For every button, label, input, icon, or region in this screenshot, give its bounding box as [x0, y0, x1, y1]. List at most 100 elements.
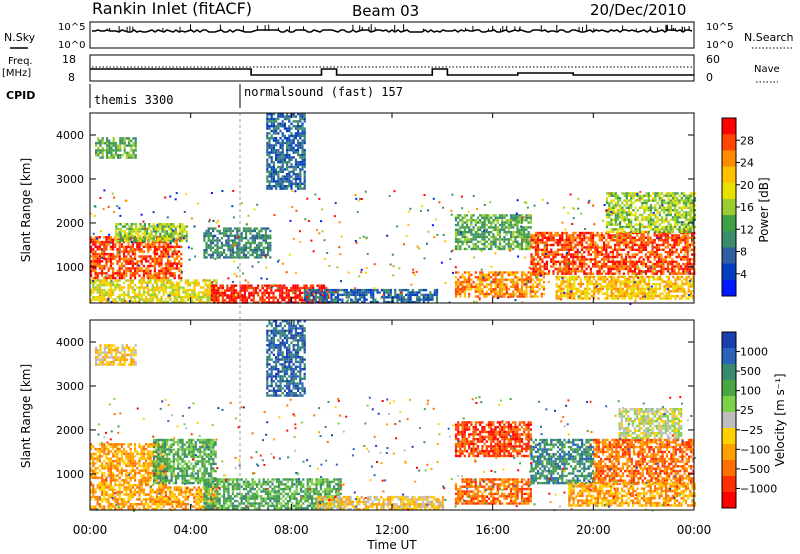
echo-cell [355, 299, 357, 301]
echo-cell [577, 256, 579, 258]
echo-cell [92, 289, 94, 291]
echo-cell [683, 283, 685, 285]
echo-cell [533, 256, 535, 258]
echo-cell [464, 214, 466, 216]
echo-cell [361, 296, 363, 298]
echo-cell [141, 294, 143, 296]
echo-cell [130, 260, 132, 262]
echo-cell [648, 278, 650, 280]
echo-cell [178, 260, 180, 262]
echo-cell [659, 288, 661, 290]
echo-cell [580, 281, 582, 283]
echo-cell [523, 281, 525, 283]
echo-cell [616, 263, 618, 265]
echo-cell [423, 296, 425, 298]
echo-cell [571, 283, 573, 285]
echo-cell [563, 256, 565, 258]
echo-cell [560, 285, 562, 287]
echo-cell [301, 156, 303, 158]
echo-cell [299, 294, 301, 296]
echo-cell [650, 223, 652, 225]
echo-cell [105, 253, 107, 255]
echo-cell [275, 151, 277, 153]
echo-cell [122, 235, 124, 237]
echo-cell [233, 292, 235, 294]
echo-cell [521, 219, 523, 221]
echo-cell [255, 292, 257, 294]
echo-cell [227, 237, 229, 239]
echo-cell [639, 221, 641, 223]
echo-cell [523, 248, 525, 250]
echo-cell [643, 258, 645, 260]
echo-cell [477, 236, 479, 238]
echo-cell [152, 246, 154, 248]
echo-cell [207, 284, 209, 286]
echo-cell [639, 197, 641, 199]
echo-cell [337, 291, 339, 293]
echo-cell [648, 195, 650, 197]
echo-cell [297, 287, 299, 289]
echo-cell [94, 277, 96, 279]
echo-cell [253, 297, 255, 299]
echo-cell [678, 253, 680, 255]
echo-cell [268, 151, 270, 153]
echo-cell [436, 299, 438, 301]
echo-cell [158, 270, 160, 272]
echo-cell [510, 245, 512, 247]
echo-cell [580, 283, 582, 285]
echo-cell [299, 289, 301, 291]
echo-cell [680, 251, 682, 253]
echo-cell [94, 298, 96, 300]
echo-cell [243, 247, 245, 249]
echo-cell [568, 237, 570, 239]
echo-cell [562, 288, 564, 290]
echo-cell [503, 286, 505, 288]
echo-cell [481, 231, 483, 233]
echo-cell [477, 221, 479, 223]
echo-cell [317, 289, 319, 291]
echo-cell [182, 298, 184, 300]
echo-cell [625, 256, 627, 258]
echo-cell [592, 258, 594, 260]
echo-cell [179, 233, 181, 235]
echo-cell [368, 289, 370, 291]
echo-cell [165, 277, 167, 279]
echo-cell [579, 261, 581, 263]
echo-cell [286, 175, 288, 177]
echo-cell [196, 282, 198, 284]
echo-cell [279, 151, 281, 153]
echo-cell [680, 249, 682, 251]
echo-cell [486, 241, 488, 243]
echo-cell [179, 225, 181, 227]
echo-cell [132, 267, 134, 269]
echo-cell [131, 228, 133, 230]
echo-cell [571, 293, 573, 295]
echo-cell [288, 115, 290, 117]
echo-cell [621, 219, 623, 221]
echo-cell [163, 243, 165, 245]
echo-cell [569, 285, 571, 287]
echo-cell [470, 283, 472, 285]
echo-cell [101, 270, 103, 272]
echo-cell [614, 239, 616, 241]
echo-cell [656, 253, 658, 255]
echo-cell [170, 233, 172, 235]
echo-cell [231, 287, 233, 289]
echo-cell [290, 135, 292, 137]
echo-cell [466, 271, 468, 273]
echo-cell [622, 281, 624, 283]
echo-cell [621, 249, 623, 251]
echo-cell [266, 154, 268, 156]
echo-cell [583, 246, 585, 248]
echo-cell [242, 289, 244, 291]
echo-cell [682, 256, 684, 258]
echo-cell [297, 127, 299, 129]
echo-cell [283, 292, 285, 294]
echo-cell [572, 268, 574, 270]
echo-cell [174, 263, 176, 265]
echo-cell [361, 294, 363, 296]
echo-cell [304, 289, 306, 291]
echo-cell [266, 289, 268, 291]
echo-cell [629, 249, 631, 251]
echo-cell [621, 261, 623, 263]
